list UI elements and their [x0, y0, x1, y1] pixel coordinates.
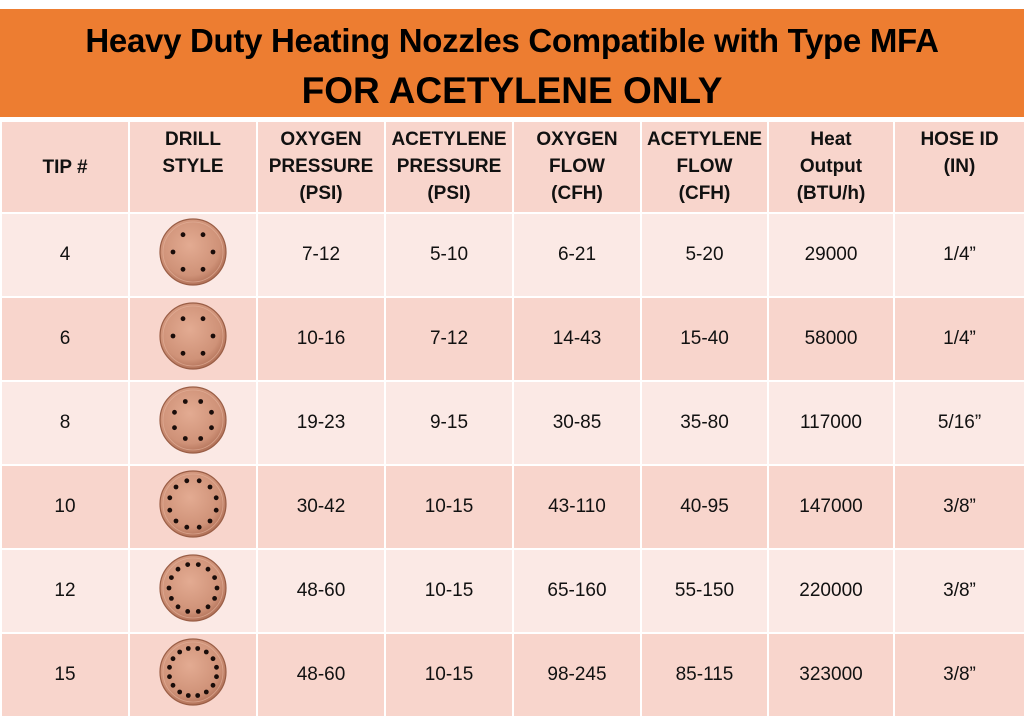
cell-oxygen-flow: 14-43	[512, 296, 642, 382]
cell-tip: 8	[0, 380, 130, 466]
table-row: 10 30-42 10-15 43-110 40-95 147000 3/8”	[0, 464, 1024, 550]
nozzle-tip-image-icon	[159, 386, 227, 460]
cell-tip: 12	[0, 548, 130, 634]
cell-oxygen-pressure: 7-12	[256, 212, 386, 298]
cell-oxygen-flow: 30-85	[512, 380, 642, 466]
cell-acetylene-flow: 85-115	[640, 632, 769, 718]
table-row: 12 48-60 10-15 65-160 55-150 220000 3/8”	[0, 548, 1024, 634]
cell-drill-style	[128, 464, 258, 550]
column-header-line: (BTU/h)	[796, 183, 866, 204]
cell-acetylene-pressure: 5-10	[384, 212, 514, 298]
column-header-line: (CFH)	[551, 183, 603, 204]
cell-acetylene-flow: 55-150	[640, 548, 769, 634]
column-header-line: (CFH)	[678, 183, 731, 204]
column-header-acetylene-pressure: ACETYLENE PRESSURE (PSI)	[384, 120, 514, 214]
column-header-line: HOSE ID	[920, 129, 999, 150]
cell-acetylene-flow: 15-40	[640, 296, 769, 382]
cell-heat-output: 147000	[767, 464, 895, 550]
table-row: 15 48-60 10-15 98-245 85-115 323000 3/8”	[0, 632, 1024, 718]
column-header-line: FLOW	[676, 156, 733, 177]
column-header-line: ACETYLENE	[391, 129, 507, 150]
cell-acetylene-flow: 35-80	[640, 380, 769, 466]
column-header-oxygen-pressure: OXYGEN PRESSURE (PSI)	[256, 120, 386, 214]
cell-hose-id: 1/4”	[893, 212, 1024, 298]
cell-heat-output: 323000	[767, 632, 895, 718]
column-header-line: TIP #	[42, 156, 88, 178]
column-header-line: Heat	[810, 129, 852, 150]
cell-oxygen-flow: 43-110	[512, 464, 642, 550]
cell-oxygen-pressure: 30-42	[256, 464, 386, 550]
column-header-line: (PSI)	[427, 183, 471, 204]
table-body: 4 7-12 5-10 6-21 5-20 29000 1/4” 6 10-16 7-12 14…	[0, 212, 1024, 718]
nozzle-tip-image-icon	[159, 638, 227, 712]
cell-tip: 10	[0, 464, 130, 550]
cell-acetylene-flow: 40-95	[640, 464, 769, 550]
column-header-tip: TIP #	[0, 120, 130, 214]
cell-heat-output: 117000	[767, 380, 895, 466]
cell-acetylene-pressure: 10-15	[384, 464, 514, 550]
column-header-line: PRESSURE	[396, 156, 502, 177]
column-header-line: (IN)	[943, 156, 976, 177]
column-header-heat-output: Heat Output (BTU/h)	[767, 120, 895, 214]
page-subtitle: FOR ACETYLENE ONLY	[301, 70, 723, 111]
cell-heat-output: 58000	[767, 296, 895, 382]
cell-oxygen-flow: 6-21	[512, 212, 642, 298]
cell-acetylene-pressure: 7-12	[384, 296, 514, 382]
page-title: Heavy Duty Heating Nozzles Compatible wi…	[85, 22, 939, 59]
cell-acetylene-pressure: 10-15	[384, 632, 514, 718]
column-header-line: DRILL	[165, 129, 221, 150]
table-header-row: TIP # DRILL STYLE OXYGEN PRESSURE (PSI) ACETYL…	[0, 120, 1024, 214]
table-row: 4 7-12 5-10 6-21 5-20 29000 1/4”	[0, 212, 1024, 298]
column-header-line: Output	[799, 156, 863, 177]
column-header-line: FLOW	[549, 156, 605, 177]
cell-oxygen-pressure: 10-16	[256, 296, 386, 382]
cell-drill-style	[128, 548, 258, 634]
column-header-line: OXYGEN	[536, 129, 618, 150]
cell-tip: 15	[0, 632, 130, 718]
cell-heat-output: 220000	[767, 548, 895, 634]
cell-tip: 4	[0, 212, 130, 298]
cell-drill-style	[128, 632, 258, 718]
cell-hose-id: 3/8”	[893, 548, 1024, 634]
cell-oxygen-flow: 65-160	[512, 548, 642, 634]
cell-tip: 6	[0, 296, 130, 382]
cell-acetylene-pressure: 10-15	[384, 548, 514, 634]
table-row: 8 19-23 9-15 30-85 35-80 117000 5/16”	[0, 380, 1024, 466]
nozzle-spec-table: TIP # DRILL STYLE OXYGEN PRESSURE (PSI) ACETYL…	[0, 120, 1024, 718]
column-header-drill-style: DRILL STYLE	[128, 120, 258, 214]
cell-hose-id: 3/8”	[893, 632, 1024, 718]
cell-hose-id: 3/8”	[893, 464, 1024, 550]
cell-heat-output: 29000	[767, 212, 895, 298]
cell-oxygen-pressure: 48-60	[256, 548, 386, 634]
cell-oxygen-pressure: 48-60	[256, 632, 386, 718]
cell-hose-id: 5/16”	[893, 380, 1024, 466]
nozzle-tip-image-icon	[159, 302, 227, 376]
nozzle-tip-image-icon	[159, 470, 227, 544]
column-header-line: PRESSURE	[268, 156, 374, 177]
cell-acetylene-pressure: 9-15	[384, 380, 514, 466]
column-header-line: OXYGEN	[280, 129, 362, 150]
title-banner: Heavy Duty Heating Nozzles Compatible wi…	[0, 9, 1024, 117]
column-header-line: (PSI)	[299, 183, 343, 204]
table-row: 6 10-16 7-12 14-43 15-40 58000 1/4”	[0, 296, 1024, 382]
cell-hose-id: 1/4”	[893, 296, 1024, 382]
nozzle-tip-image-icon	[159, 554, 227, 628]
column-header-hose-id: HOSE ID (IN)	[893, 120, 1024, 214]
cell-acetylene-flow: 5-20	[640, 212, 769, 298]
column-header-line: STYLE	[162, 156, 224, 177]
nozzle-tip-image-icon	[159, 218, 227, 292]
column-header-line: ACETYLENE	[646, 129, 763, 150]
cell-drill-style	[128, 296, 258, 382]
cell-oxygen-pressure: 19-23	[256, 380, 386, 466]
column-header-oxygen-flow: OXYGEN FLOW (CFH)	[512, 120, 642, 214]
cell-drill-style	[128, 380, 258, 466]
cell-oxygen-flow: 98-245	[512, 632, 642, 718]
column-header-acetylene-flow: ACETYLENE FLOW (CFH)	[640, 120, 769, 214]
cell-drill-style	[128, 212, 258, 298]
